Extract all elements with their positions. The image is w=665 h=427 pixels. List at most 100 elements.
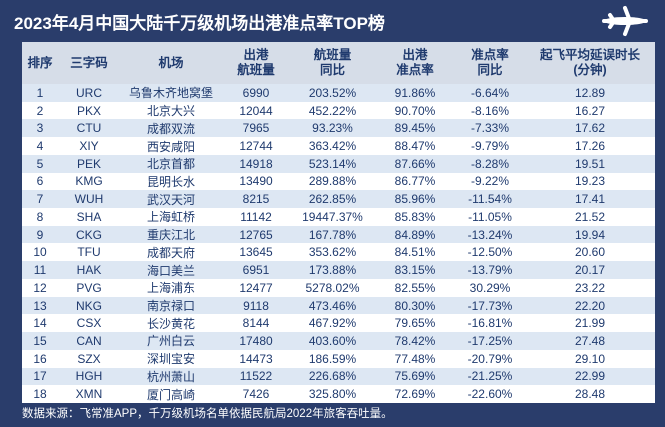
table-cell: 30.29% bbox=[469, 280, 511, 295]
table-cell: 8215 bbox=[242, 192, 270, 207]
table-cell: 上海浦东 bbox=[146, 281, 195, 296]
table-cell: 南京禄口 bbox=[146, 299, 195, 314]
table-cell: 19.94 bbox=[574, 227, 606, 242]
table-cell: 16.27 bbox=[574, 103, 606, 118]
table-cell: 昆明长水 bbox=[146, 174, 195, 189]
table-cell: -20.79% bbox=[467, 351, 513, 366]
table-cell: 12744 bbox=[239, 139, 273, 154]
header-text: 航班量 bbox=[237, 63, 275, 77]
table-cell: 452.22% bbox=[308, 103, 357, 118]
table-cell: 226.68% bbox=[308, 369, 357, 384]
table-row bbox=[22, 367, 655, 386]
table-cell: 28.48 bbox=[574, 387, 606, 402]
table-cell: HAK bbox=[76, 263, 102, 278]
table-cell: 18 bbox=[33, 387, 47, 402]
table-row bbox=[22, 137, 655, 155]
table-cell: 8 bbox=[36, 209, 44, 224]
table-cell: 上海虹桥 bbox=[146, 210, 195, 225]
table-cell: 78.42% bbox=[394, 333, 436, 348]
table-cell: 21.52 bbox=[574, 209, 606, 224]
table-cell: -11.05% bbox=[468, 209, 512, 224]
table-row bbox=[22, 385, 655, 403]
table-cell: 乌鲁木齐地窝堡 bbox=[128, 86, 213, 101]
table-cell: 7 bbox=[36, 192, 44, 207]
header-text: (分钟) bbox=[573, 63, 607, 77]
table-cell: SHA bbox=[76, 209, 102, 224]
header-text: 准点率 bbox=[396, 63, 434, 77]
header-text: 同比 bbox=[319, 63, 345, 77]
table-cell: -9.22% bbox=[470, 174, 510, 189]
table-row bbox=[22, 190, 655, 209]
table-cell: 长沙黄花 bbox=[146, 316, 195, 331]
header-text: 准点率 bbox=[471, 48, 509, 62]
table-cell: 北京大兴 bbox=[146, 104, 195, 119]
table-cell: WUH bbox=[74, 192, 104, 207]
table-cell: 11142 bbox=[240, 209, 272, 224]
table-cell: 89.45% bbox=[394, 121, 436, 136]
table-cell: 8144 bbox=[242, 316, 270, 331]
table-cell: 88.47% bbox=[394, 139, 436, 154]
table-cell: 84.89% bbox=[394, 227, 436, 242]
table-cell: 9118 bbox=[243, 298, 269, 313]
table-cell: 82.55% bbox=[394, 280, 436, 295]
table-row bbox=[22, 243, 655, 262]
table-cell: 203.52% bbox=[308, 85, 357, 100]
table-cell: 75.69% bbox=[394, 369, 436, 384]
table-row bbox=[22, 208, 655, 226]
table-cell: 19.23 bbox=[574, 174, 606, 189]
table-cell: 北京首都 bbox=[146, 157, 195, 172]
table-cell: 72.69% bbox=[394, 387, 436, 402]
title: 2023年4月中国大陆千万级机场出港准点率TOP榜 bbox=[14, 14, 385, 33]
table-cell: 14 bbox=[33, 316, 47, 331]
table-cell: 87.66% bbox=[394, 156, 436, 171]
table-cell: -9.79% bbox=[470, 139, 510, 154]
table-cell: 15 bbox=[33, 333, 47, 348]
table-row bbox=[22, 296, 655, 315]
table-cell: 5278.02% bbox=[305, 280, 360, 295]
table-cell: 467.92% bbox=[308, 316, 357, 331]
header-text: 排序 bbox=[27, 55, 53, 70]
header-cell: 机场 bbox=[120, 42, 222, 84]
table-cell: 17.41 bbox=[574, 192, 606, 207]
table-cell: 西安咸阳 bbox=[146, 139, 195, 154]
table-cell: 6990 bbox=[242, 85, 270, 100]
table-cell: 12765 bbox=[239, 227, 273, 242]
header-cell: 航班量 同比 bbox=[290, 42, 375, 84]
table-cell: -21.25% bbox=[467, 369, 513, 384]
table-cell: 77.48% bbox=[394, 351, 436, 366]
table-cell: -22.60% bbox=[467, 387, 513, 402]
table-cell: 17480 bbox=[239, 333, 273, 348]
table-cell: 84.51% bbox=[394, 245, 436, 260]
table-cell: XMN bbox=[75, 387, 103, 402]
table-cell: CAN bbox=[76, 333, 102, 348]
header-text: 出港 bbox=[402, 48, 428, 62]
header-text: 同比 bbox=[477, 63, 503, 77]
table-cell: 成都天府 bbox=[146, 245, 195, 260]
header-text: 起飞平均延误时长 bbox=[539, 48, 640, 62]
table-cell: -7.33% bbox=[470, 121, 510, 136]
footer-note: 数据来源：飞常准APP，千万级机场名单依据民航局2022年旅客吞吐量。 bbox=[22, 408, 393, 420]
table-row bbox=[22, 172, 655, 191]
table-cell: 93.23% bbox=[312, 121, 353, 136]
table-row bbox=[22, 349, 655, 368]
table-cell: PKX bbox=[76, 103, 101, 118]
table-cell: -13.24% bbox=[467, 227, 513, 242]
table-row bbox=[22, 84, 655, 102]
table-cell: CSX bbox=[76, 316, 102, 331]
table-cell: PEK bbox=[76, 156, 101, 171]
table-cell: 473.46% bbox=[308, 298, 357, 313]
header-text: 机场 bbox=[158, 55, 184, 70]
table-cell: 403.60% bbox=[308, 333, 357, 348]
table-cell: 262.85% bbox=[308, 192, 357, 207]
table-cell: SZX bbox=[77, 351, 101, 366]
table-row bbox=[22, 154, 655, 173]
table-cell: 325.80% bbox=[308, 387, 357, 402]
table-cell: 21.99 bbox=[574, 316, 606, 331]
table-cell: -11.54% bbox=[468, 192, 512, 207]
table-cell: 广州白云 bbox=[146, 334, 195, 349]
table-cell: 85.96% bbox=[394, 192, 436, 207]
table-cell: -13.79% bbox=[467, 263, 513, 278]
table-cell: 29.10 bbox=[574, 351, 606, 366]
table-cell: -12.50% bbox=[467, 245, 513, 260]
header-cell: 准点率 同比 bbox=[455, 42, 525, 84]
